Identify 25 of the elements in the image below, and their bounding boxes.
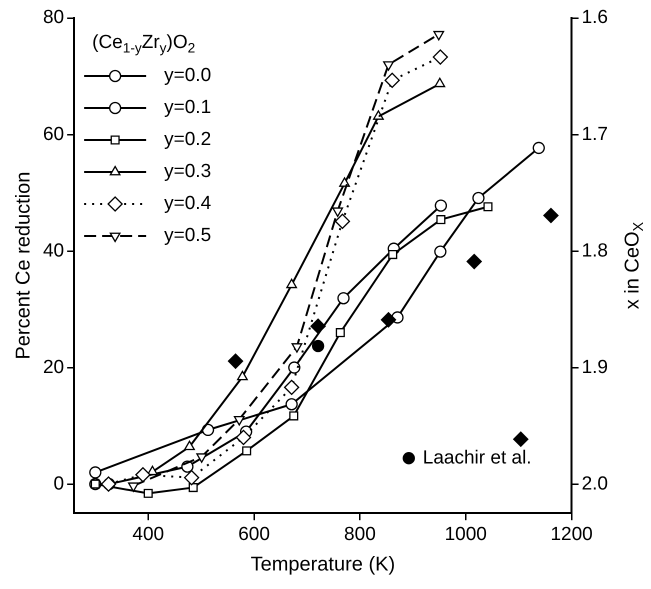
y2-tick-label: 1.7 xyxy=(582,124,608,145)
y-tick-label: 40 xyxy=(42,240,64,262)
y2-axis-title: x in CeOX xyxy=(622,222,647,310)
legend-label: y=0.4 xyxy=(164,193,212,214)
y2-tick-label: 2.0 xyxy=(582,473,608,494)
legend-label: Laachir et al. xyxy=(422,447,532,468)
y2-tick-label: 1.9 xyxy=(582,356,608,378)
x-tick-label: 1200 xyxy=(550,524,593,545)
x-axis-title: Temperature (K) xyxy=(250,554,396,576)
x-tick-label: 600 xyxy=(238,524,270,545)
y2-tick-label: 1.8 xyxy=(582,240,608,262)
legend-label: y=0.3 xyxy=(164,161,212,182)
y-axis-title: Percent Ce reduction xyxy=(12,172,35,360)
x-tick-label: 800 xyxy=(344,524,376,545)
y-tick-label: 60 xyxy=(42,124,64,145)
legend-label: y=0.2 xyxy=(164,129,212,150)
legend-label: y=0.0 xyxy=(164,65,212,86)
y-tick-label: 80 xyxy=(42,7,64,28)
x-tick-label: 1000 xyxy=(444,524,487,545)
y-tick-label: 0 xyxy=(54,473,64,494)
y-tick-label: 20 xyxy=(42,356,64,378)
x-tick-label: 400 xyxy=(132,524,164,545)
y2-tick-label: 1.6 xyxy=(582,7,608,28)
legend-label: y=0.5 xyxy=(164,225,212,246)
legend-label: y=0.1 xyxy=(164,97,212,118)
